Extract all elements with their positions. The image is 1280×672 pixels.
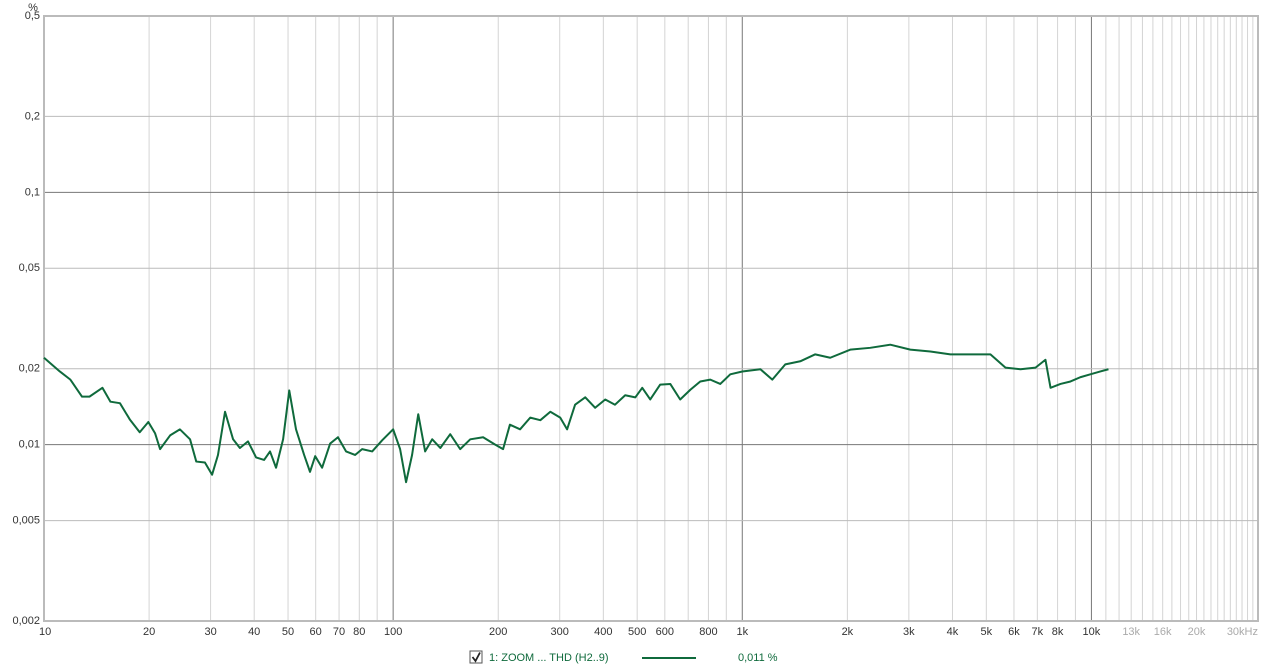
x-tick-label: 20k — [1188, 626, 1206, 638]
y-unit: % — [28, 2, 38, 14]
x-tick-label: 10k — [1083, 626, 1101, 638]
legend: 1: ZOOM ... THD (H2..9) 0,011 % — [469, 650, 778, 664]
x-tick-label: 800 — [699, 626, 717, 638]
x-tick-label: 600 — [656, 626, 674, 638]
x-tick-label: 1k — [736, 626, 748, 638]
x-tick-label: 20 — [143, 626, 155, 638]
data-line — [43, 343, 1109, 484]
x-tick-label: 8k — [1052, 626, 1064, 638]
y-tick-label: 0,002 — [12, 615, 40, 627]
x-tick-label: 16k — [1154, 626, 1172, 638]
y-tick-label: 0,05 — [19, 262, 40, 274]
legend-value: 0,011 % — [738, 652, 778, 664]
x-tick-label: 30 — [204, 626, 216, 638]
x-tick-label: 500 — [628, 626, 646, 638]
grid — [43, 15, 1259, 622]
x-tick-label: 10 — [39, 626, 51, 638]
legend-label: 1: ZOOM ... THD (H2..9) — [489, 652, 609, 664]
x-tick-label: 50 — [282, 626, 294, 638]
x-tick-label: 40 — [248, 626, 260, 638]
x-tick-label: 200 — [489, 626, 507, 638]
y-tick-label: 0,02 — [19, 363, 40, 375]
x-tick-label: 30kHz — [1227, 626, 1258, 638]
x-tick-label: 4k — [947, 626, 959, 638]
x-tick-label: 60 — [310, 626, 322, 638]
y-tick-label: 0,01 — [19, 439, 40, 451]
x-tick-label: 13k — [1122, 626, 1140, 638]
x-tick-label: 2k — [842, 626, 854, 638]
x-tick-label: 7k — [1032, 626, 1044, 638]
x-tick-label: 3k — [903, 626, 915, 638]
x-tick-label: 300 — [551, 626, 569, 638]
x-tick-label: 100 — [384, 626, 402, 638]
x-tick-label: 70 — [333, 626, 345, 638]
x-tick-label: 6k — [1008, 626, 1020, 638]
x-tick-label: 80 — [353, 626, 365, 638]
check-mark — [471, 652, 481, 663]
y-tick-label: 0,1 — [25, 186, 40, 198]
x-tick-label: 400 — [594, 626, 612, 638]
y-tick-label: 0,005 — [12, 515, 40, 527]
x-tick-label: 5k — [981, 626, 993, 638]
y-tick-label: 0,2 — [25, 110, 40, 122]
plot-frame — [43, 15, 1259, 622]
y-tick-label: 0,5 — [25, 10, 40, 22]
